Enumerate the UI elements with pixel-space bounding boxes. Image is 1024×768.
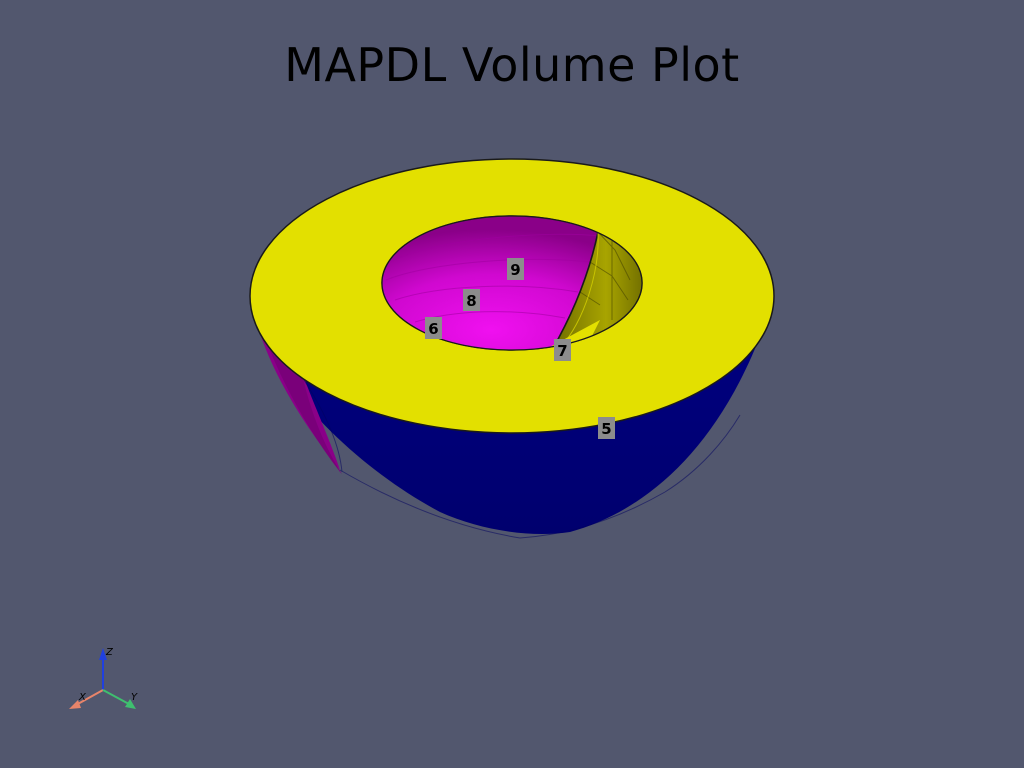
svg-text:7: 7 [557, 342, 567, 360]
x-axis-arrow [75, 689, 104, 706]
y-axis-label: Y [131, 692, 138, 703]
x-axis-label: X [78, 692, 87, 703]
volume-label-8: 8 [463, 289, 480, 311]
volume-label-5: 5 [598, 417, 615, 439]
y-axis-arrow [102, 689, 130, 705]
volume-label-6: 6 [425, 317, 442, 339]
plot-title: MAPDL Volume Plot [284, 38, 740, 92]
volume-label-7: 7 [554, 339, 571, 361]
svg-text:5: 5 [601, 420, 611, 438]
inner-cavity-rim [381, 215, 643, 351]
z-axis-label: Z [105, 647, 114, 658]
volume-label-9: 9 [507, 258, 524, 280]
orientation-axes-widget: Z X Y [69, 647, 138, 709]
svg-text:6: 6 [428, 320, 438, 338]
svg-text:9: 9 [510, 261, 520, 279]
svg-text:8: 8 [466, 292, 476, 310]
